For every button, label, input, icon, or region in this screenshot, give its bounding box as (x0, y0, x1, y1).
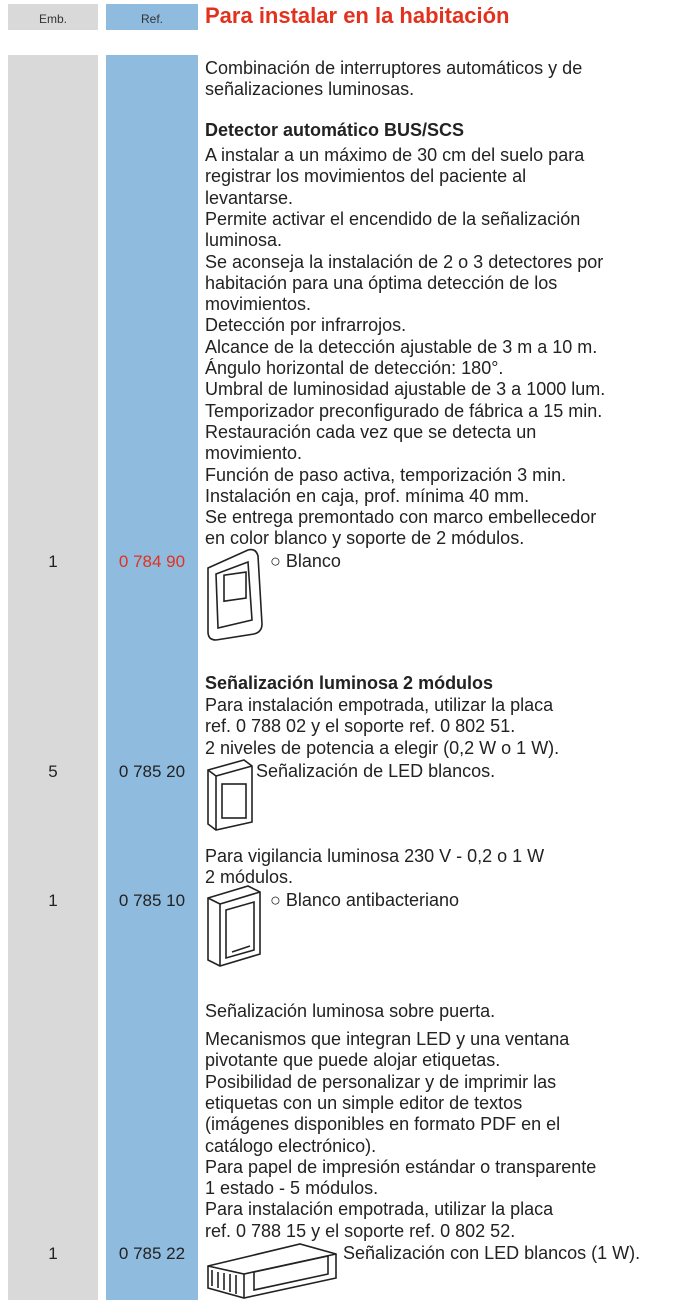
ref-value: 0 784 90 (118, 552, 186, 571)
product-label: Señalización de LED blancos. (256, 761, 496, 781)
section-title: Para instalar en la habitación (205, 3, 510, 28)
product-label: ○ Blanco (270, 551, 341, 571)
text-line: señalizaciones luminosas. (205, 79, 415, 100)
subheading: Detector automático BUS/SCS (205, 120, 465, 140)
text-line: Combinación de interruptores automáticos… (205, 58, 583, 78)
product-label: Señalización con LED blancos (1 W). (343, 1243, 641, 1263)
text-line: ref. 0 788 02 y el soporte ref. 0 802 51… (205, 716, 516, 737)
text-line: Alcance de la detección ajustable de 3 m… (205, 336, 598, 357)
antibacterial-module-image (207, 885, 261, 967)
text-line: Para vigilancia luminosa 230 V - 0,2 o 1… (205, 846, 545, 866)
text-line: Instalación en caja, prof. mínima 40 mm. (205, 485, 530, 506)
emb-value: 5 (48, 762, 58, 781)
text-line: etiquetas con un simple editor de textos (205, 1092, 523, 1113)
led-module-image (207, 759, 253, 831)
text-line: registrar los movimientos del paciente a… (205, 166, 527, 187)
ref-column (106, 55, 198, 1300)
text-line: Temporizador preconfigurado de fábrica a… (205, 400, 603, 421)
text-line: luminosa. (205, 230, 283, 251)
ref-value: 0 785 10 (118, 891, 186, 910)
text-line: habitación para una óptima detección de … (205, 272, 558, 293)
emb-header: Emb. (8, 4, 98, 30)
text-line: A instalar a un máximo de 30 cm del suel… (205, 145, 585, 165)
text-line: Ángulo horizontal de detección: 180°. (205, 358, 504, 378)
text-line: movimiento. (205, 443, 303, 464)
ref-header: Ref. (106, 4, 198, 30)
text-line: 1 estado - 5 módulos. (205, 1178, 379, 1199)
text-line: Se aconseja la instalación de 2 o 3 dete… (205, 251, 604, 272)
emb-value: 1 (48, 552, 58, 571)
subheading: Señalización luminosa 2 módulos (205, 673, 494, 693)
text-line: Posibilidad de personalizar y de imprimi… (205, 1071, 557, 1092)
text-line: levantarse. (205, 187, 294, 208)
text-line: Para instalación empotrada, utilizar la … (205, 695, 554, 715)
emb-value: 1 (48, 1244, 58, 1263)
text-line: Detección por infrarrojos. (205, 315, 407, 336)
text-line: Restauración cada vez que se detecta un (205, 421, 537, 442)
ref-value: 0 785 20 (118, 762, 186, 781)
text-line: ref. 0 788 15 y el soporte ref. 0 802 52… (205, 1220, 516, 1241)
text-line: Señalización luminosa sobre puerta. (205, 1001, 496, 1021)
text-line: movimientos. (205, 294, 312, 315)
text-line: Umbral de luminosidad ajustable de 3 a 1… (205, 379, 606, 400)
text-line: Para instalación empotrada, utilizar la … (205, 1199, 554, 1220)
text-line: en color blanco y soporte de 2 módulos. (205, 528, 525, 549)
text-line: Función de paso activa, temporización 3 … (205, 464, 567, 485)
text-line: Permite activar el encendido de la señal… (205, 208, 581, 229)
text-line: Se entrega premontado con marco embellec… (205, 507, 597, 528)
door-light-image (207, 1243, 337, 1299)
text-line: 2 niveles de potencia a elegir (0,2 W o … (205, 737, 560, 758)
text-line: Para papel de impresión estándar o trans… (205, 1156, 597, 1177)
detector-image (207, 548, 263, 641)
text-line: 2 módulos. (205, 867, 294, 888)
text-line: pivotante que puede alojar etiquetas. (205, 1050, 501, 1071)
ref-value: 0 785 22 (118, 1244, 186, 1263)
emb-column (8, 55, 98, 1300)
text-line: Mecanismos que integran LED y una ventan… (205, 1029, 570, 1049)
text-line: catálogo electrónico). (205, 1135, 377, 1156)
emb-value: 1 (48, 891, 58, 910)
product-label: ○ Blanco antibacteriano (270, 890, 459, 910)
text-line: (imágenes disponibles en formato PDF en … (205, 1114, 561, 1135)
